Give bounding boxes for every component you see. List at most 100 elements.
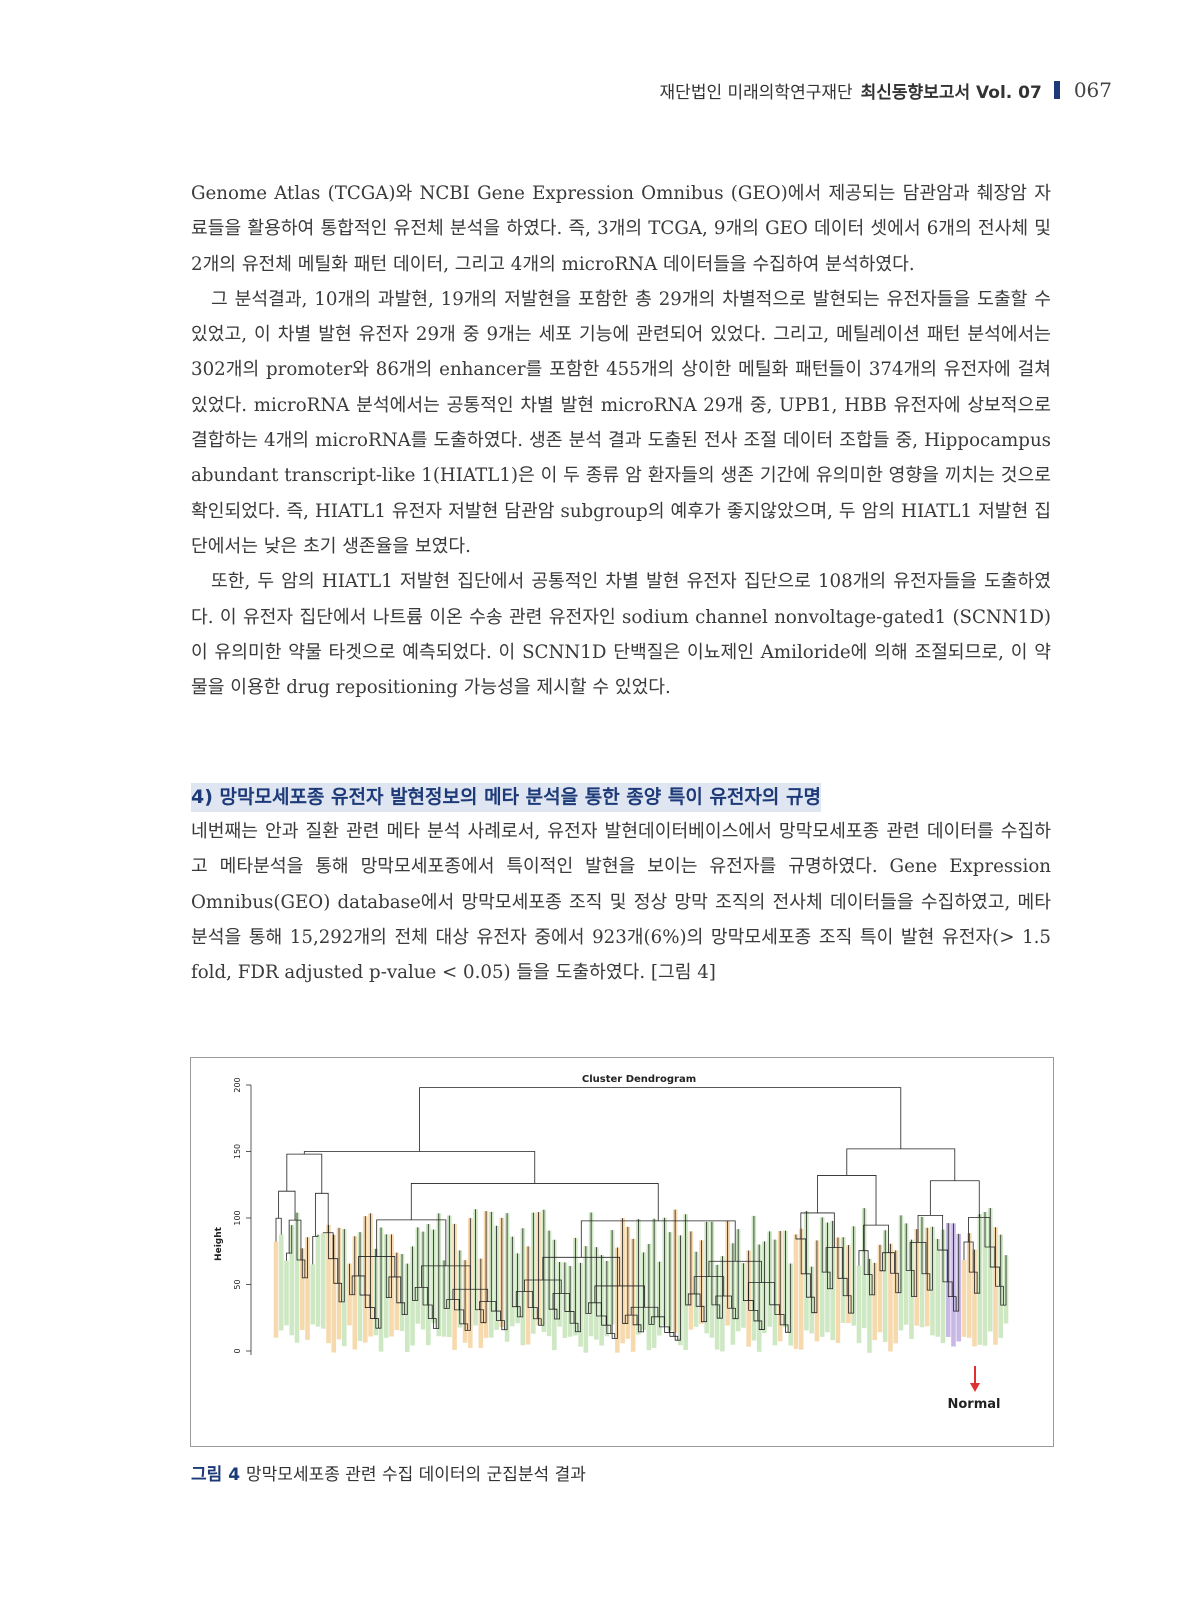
leaf-label-block [987,1208,993,1332]
dendrogram-plot: Cluster Dendrogram Height 0 50 100 150 200 N… [214,1074,1009,1412]
leaf-label-block [798,1228,804,1350]
leaf-label-block [877,1244,883,1333]
y-tick-label: 100 [233,1210,242,1225]
dendrogram-link [303,1151,536,1184]
header-report-title: 최신동향보고서 Vol. 07 [860,82,1042,103]
dendrogram-link [732,1229,739,1320]
dendrogram-link [651,1316,665,1327]
dendrogram-link [275,1217,282,1242]
y-tick-label: 200 [233,1077,242,1092]
arrow-down-icon [970,1383,980,1392]
dendrogram-link [422,1231,433,1319]
paragraph: 또한, 두 암의 HIATL1 저발현 집단에서 공통적인 차별 발현 유전자 … [191,571,1051,699]
dendrogram-link [595,1247,607,1326]
normal-marker: Normal [948,1366,1001,1412]
dendrogram-link [364,1216,375,1319]
page-number: 067 [1073,78,1112,102]
dendrogram-link [858,1250,869,1275]
dendrogram-link [708,1260,762,1283]
leaf-label-block [299,1248,305,1331]
header-divider [1053,81,1060,99]
dendrogram-link [669,1232,679,1341]
dendrogram-link [359,1232,371,1308]
y-tick-label: 150 [233,1144,242,1159]
leaf-label-block [315,1234,321,1327]
dendrogram-link [685,1214,692,1306]
dendrogram-link [795,1234,807,1274]
dendrogram-link [532,1212,542,1326]
leaf-label-block [867,1258,872,1353]
dendrogram-link [349,1236,356,1296]
leaf-label-block [278,1234,284,1331]
dendrogram-link [454,1223,465,1324]
dendrogram-link [817,1175,877,1226]
dendrogram-link [524,1279,562,1294]
dendrogram-link [811,1240,818,1314]
leaf-label-block [294,1212,300,1343]
leaf-label-block [893,1250,899,1344]
dendrogram-link [648,1218,655,1325]
dendrogram-link [515,1291,534,1308]
paragraph: 그 분석결과, 10개의 과발현, 19개의 저발현을 포함한 총 29개의 차… [191,288,1051,557]
dendrogram-link [594,1285,645,1308]
dendrogram-link [947,1223,957,1312]
dendrogram-link [929,1180,980,1218]
dendrogram-link [538,1209,545,1326]
leaf-label-block [966,1233,972,1338]
dendrogram-link [388,1276,402,1303]
dendrogram-link [842,1237,852,1314]
dendrogram-link [800,1228,811,1298]
dendrogram-link [917,1215,944,1251]
y-axis-label: Height [214,1226,224,1261]
dendrogram-link [286,1153,323,1194]
leaf-label-block [961,1259,967,1337]
leaf-label-block [940,1229,946,1344]
dendrogram-link [700,1221,708,1323]
dendrogram-link [296,1212,306,1278]
body-text-bottom: 네번째는 안과 질환 관련 메타 분석 사례로서, 유전자 발현데이터베이스에서… [191,814,1051,990]
section-heading: 4) 망막모세포종 유전자 발현정보의 메타 분석을 통한 종양 특이 유전자의… [191,783,821,812]
dendrogram-link [687,1293,701,1307]
leaf-label-block [888,1243,893,1352]
caption-text: 망막모세포종 관련 수집 데이터의 군집분석 결과 [246,1465,586,1485]
dendrogram-link [882,1252,895,1274]
header-org: 재단법인 미래의학연구재단 [659,82,853,103]
dendrogram-link [821,1217,831,1289]
dendrogram-link [511,1236,521,1317]
dendrogram-link [905,1223,915,1297]
leaf-label-block [310,1264,316,1325]
dendrogram-link [588,1302,602,1316]
paragraph: Genome Atlas (TCGA)와 NCBI Gene Expressio… [191,183,1051,275]
dendrogram-link [552,1292,570,1312]
dendrogram-link [758,1241,765,1330]
dendrogram-link [301,1237,308,1279]
dendrogram-link [748,1250,759,1321]
dendrogram-link [288,1219,302,1260]
normal-label: Normal [948,1397,1001,1412]
leaf-label-block [320,1233,326,1329]
dendrogram-link [716,1256,723,1319]
leaf-label-block [856,1265,862,1344]
dendrogram-link [806,1211,815,1313]
leaf-label-block [972,1249,977,1347]
body-text-top: Genome Atlas (TCGA)와 NCBI Gene Expressio… [191,176,1051,705]
dendrogram-link [419,1087,902,1152]
dendrogram-link [433,1213,440,1329]
leaf-label-block [326,1224,331,1344]
dendrogram-link [427,1224,437,1329]
dendrogram-link [548,1230,558,1320]
dendrogram-link [278,1190,296,1221]
leaf-label-block [835,1237,841,1343]
running-header: 재단법인 미래의학연구재단 최신동향보고서 Vol. 07 067 [660,76,1112,104]
dendrogram-link [569,1266,579,1332]
dendrogram-link [863,1208,873,1295]
dendrogram-link [585,1212,592,1314]
leaf-label-block [819,1217,825,1337]
y-axis-ticks: 0 50 100 150 200 [233,1077,251,1354]
leaf-label-block [872,1262,878,1341]
dendrogram-link [410,1183,659,1221]
paragraph: 네번째는 안과 질환 관련 메타 분석 사례로서, 유전자 발현데이터베이스에서… [191,821,1051,984]
dendrogram-link [846,1148,956,1181]
caption-label: 그림 4 [191,1465,241,1485]
y-tick-label: 0 [233,1348,242,1353]
